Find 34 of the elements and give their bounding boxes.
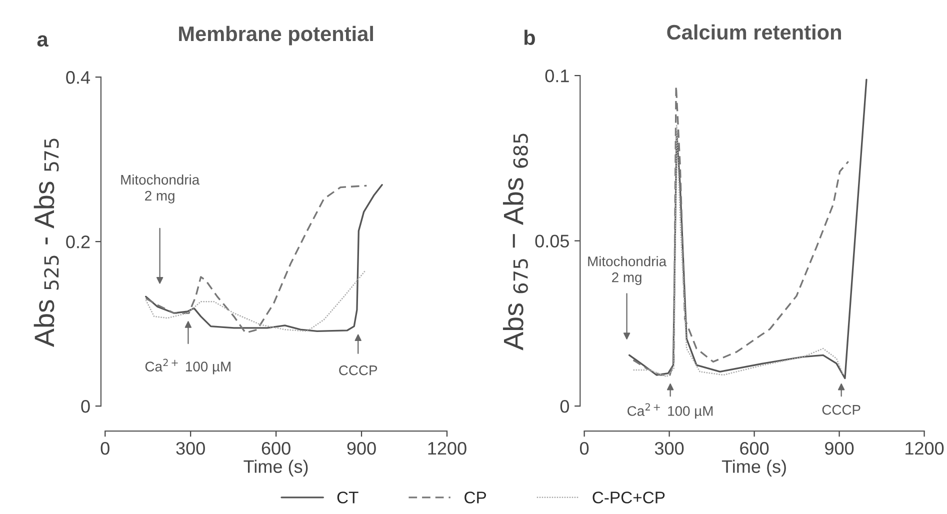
y-tick-label: 0 <box>560 400 570 413</box>
y-tick-label: 0.4 <box>66 71 90 84</box>
chart-title: Calcium retention <box>667 24 841 40</box>
chart-title: Membrane potential <box>179 26 373 46</box>
x-tick-label: 1200 <box>906 442 944 455</box>
legend-label: CP <box>464 492 486 504</box>
x-tick-label: 600 <box>740 442 769 455</box>
text: a <box>37 35 48 47</box>
x-axis-title: Time (s) <box>722 460 786 477</box>
annotation: Ca$^{2+}$ 100 µM <box>628 403 713 419</box>
annotation: Mitochondria 2 mg <box>588 256 667 286</box>
annotation: Ca$^{2+}$ 100 µM <box>145 358 230 374</box>
y-tick-label: 0.2 <box>66 236 90 248</box>
x-tick-label: 0 <box>580 442 589 455</box>
line-series <box>145 270 366 332</box>
y-tick-label: 0.05 <box>535 234 569 248</box>
y-axis-title: Abs $_{525}$ - Abs $_{575}$ <box>34 138 59 347</box>
legend-label: CT <box>337 492 358 504</box>
x-tick-label: 900 <box>825 442 854 455</box>
y-axis-title: Abs $_{675}$ − Abs $_{685}$ <box>502 134 528 350</box>
x-tick-label: 900 <box>347 442 376 455</box>
x-tick-label: 1200 <box>428 442 466 455</box>
annotation: CCCP <box>822 404 860 415</box>
text: b <box>524 30 535 45</box>
y-tick-label: 0 <box>81 400 90 413</box>
y-tick-label: 0.1 <box>545 69 569 82</box>
x-tick-label: 300 <box>654 442 684 455</box>
legend-label: C-PC+CP <box>592 492 665 504</box>
x-tick-label: 600 <box>262 442 290 455</box>
x-tick-label: 0 <box>100 442 110 455</box>
annotation: Mitochondria 2 mg <box>121 174 200 204</box>
annotation: CCCP <box>339 365 378 376</box>
x-tick-label: 300 <box>176 442 205 455</box>
x-axis-title: Time (s) <box>244 460 308 477</box>
